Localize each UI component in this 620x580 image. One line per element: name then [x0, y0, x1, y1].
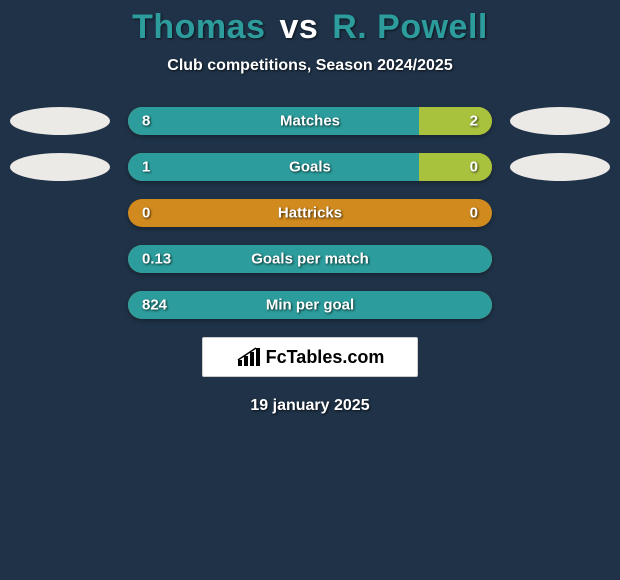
stat-row: 0 Hattricks 0 — [10, 199, 610, 227]
stat-value-left: 0 — [142, 205, 150, 222]
bar-right-segment — [419, 107, 492, 135]
stat-bar: 1 Goals 0 — [128, 153, 492, 181]
stat-label: Matches — [280, 113, 340, 130]
stat-row: 1 Goals 0 — [10, 153, 610, 181]
player2-name: R. Powell — [332, 8, 488, 46]
vs-label: vs — [279, 8, 318, 46]
bars-icon — [236, 346, 262, 368]
stat-bar: 8 Matches 2 — [128, 107, 492, 135]
stat-value-left: 824 — [142, 297, 167, 314]
stat-bar: 0.13 Goals per match — [128, 245, 492, 273]
page-title: Thomas vs R. Powell — [0, 0, 620, 47]
stat-value-left: 0.13 — [142, 251, 171, 268]
stat-row: 8 Matches 2 — [10, 107, 610, 135]
logo-box: FcTables.com — [202, 337, 418, 377]
stat-label: Min per goal — [266, 297, 354, 314]
stat-label: Goals per match — [251, 251, 369, 268]
bar-left-segment — [128, 153, 419, 181]
stats-chart: 8 Matches 2 1 Goals 0 0 Hattricks 0 0.13 Goals per… — [0, 107, 620, 319]
comparison-infographic: Thomas vs R. Powell Club competitions, S… — [0, 0, 620, 580]
stat-label: Goals — [289, 159, 331, 176]
stat-value-left: 1 — [142, 159, 150, 176]
player1-oval — [10, 153, 110, 181]
subtitle: Club competitions, Season 2024/2025 — [0, 57, 620, 75]
logo-text: FcTables.com — [266, 347, 385, 368]
stat-value-right: 0 — [470, 205, 478, 222]
logo-content: FcTables.com — [236, 346, 385, 368]
bar-left-segment — [128, 107, 419, 135]
stat-row: 0.13 Goals per match — [10, 245, 610, 273]
stat-label: Hattricks — [278, 205, 342, 222]
stat-value-right: 2 — [470, 113, 478, 130]
stat-row: 824 Min per goal — [10, 291, 610, 319]
player1-name: Thomas — [132, 8, 265, 46]
stat-value-left: 8 — [142, 113, 150, 130]
player2-oval — [510, 107, 610, 135]
player1-oval — [10, 107, 110, 135]
stat-value-right: 0 — [470, 159, 478, 176]
date-label: 19 january 2025 — [0, 397, 620, 415]
stat-bar: 0 Hattricks 0 — [128, 199, 492, 227]
player2-oval — [510, 153, 610, 181]
stat-bar: 824 Min per goal — [128, 291, 492, 319]
bar-right-segment — [419, 153, 492, 181]
